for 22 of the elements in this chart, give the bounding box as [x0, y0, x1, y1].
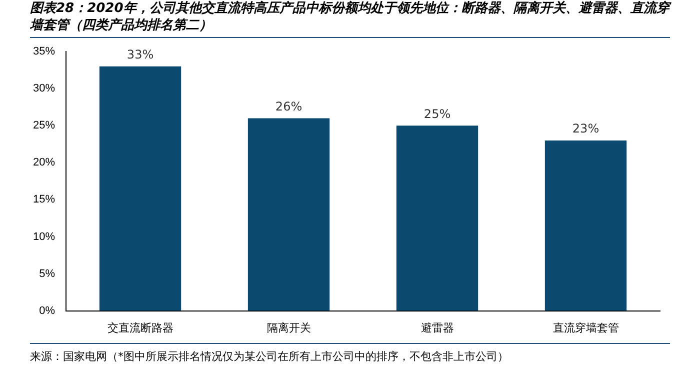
y-tick-label: 5%	[39, 268, 56, 280]
y-tick-label: 35%	[32, 46, 56, 58]
x-tick-label: 交直流断路器	[107, 321, 174, 334]
y-tick-label: 0%	[39, 304, 56, 317]
bar	[544, 140, 627, 311]
y-tick-label: 30%	[32, 82, 56, 95]
x-tick-label: 避雷器	[420, 321, 454, 334]
data-label: 25%	[424, 106, 451, 121]
y-tick-label: 20%	[32, 156, 56, 169]
chart-title: 图表28：2020年，公司其他交直流特高压产品中标份额均处于领先地位：断路器、隔离开关、避雷器、直流穿墙套管（四类产品均排名第二）	[30, 0, 670, 38]
data-label: 33%	[126, 48, 154, 62]
x-tick-label: 隔离开关	[266, 321, 311, 334]
source-note: 来源：国家电网（*图中所展示排名情况仅为某公司在所有上市公司中的排序，不包含非上市公司）	[30, 343, 670, 364]
bar	[248, 118, 330, 311]
data-label: 26%	[275, 99, 302, 114]
x-tick-label: 直流穿墙套管	[552, 321, 619, 334]
data-label: 23%	[572, 122, 600, 136]
bar	[396, 126, 478, 311]
y-tick-label: 10%	[32, 230, 56, 243]
bar	[99, 66, 182, 311]
y-tick-label: 25%	[32, 120, 56, 132]
y-tick-label: 15%	[32, 194, 56, 206]
